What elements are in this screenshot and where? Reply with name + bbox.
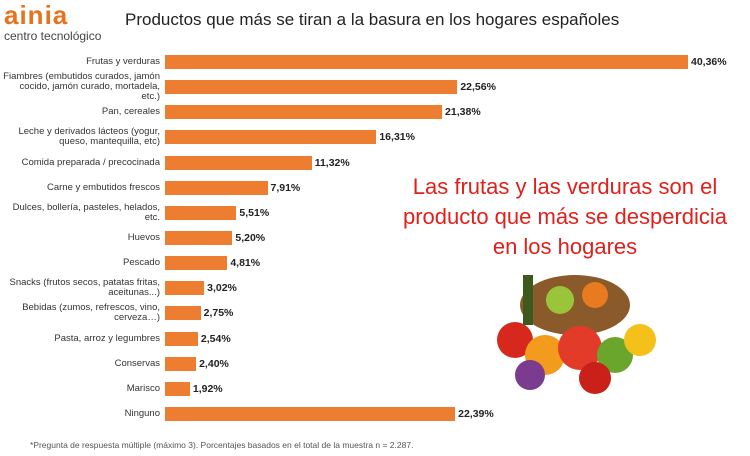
value-label: 40,36% xyxy=(691,56,727,68)
brand: ainia xyxy=(4,0,69,30)
bar xyxy=(165,406,456,421)
bar xyxy=(165,331,198,346)
value-label: 22,39% xyxy=(458,407,494,420)
bar xyxy=(165,381,190,396)
bar xyxy=(165,256,228,271)
category-label: Huevos xyxy=(127,231,160,243)
category-label: Conservas xyxy=(114,357,160,369)
bar xyxy=(165,180,268,195)
value-label: 16,31% xyxy=(379,131,415,144)
bar xyxy=(165,130,377,145)
category-label: Carne y embutidos frescos xyxy=(47,181,160,193)
value-label: 5,51% xyxy=(239,206,270,219)
value-label: 2,40% xyxy=(199,357,229,370)
bar xyxy=(165,55,688,69)
bar xyxy=(165,155,312,170)
bar xyxy=(165,230,233,245)
annotation: Las frutas y las verduras son el product… xyxy=(402,174,728,259)
tagline: centro tecnológico xyxy=(4,29,102,43)
value-label: 11,32% xyxy=(314,156,350,169)
category-label: Pasta, arroz y legumbres xyxy=(54,332,160,344)
category-label: Snacks (frutos secos, patatas fritas, ac… xyxy=(9,277,160,299)
value-label: 21,38% xyxy=(445,106,481,119)
bar xyxy=(165,80,458,95)
category-label: Dulces, bollería, pasteles, helados, etc… xyxy=(12,201,160,223)
category-label: Ninguno xyxy=(124,407,160,419)
category-label: Bebidas (zumos, refrescos, vino, cerveza… xyxy=(22,302,160,324)
bar xyxy=(165,281,205,296)
value-label: 22,56% xyxy=(460,81,496,94)
category-label: Comida preparada / precocinada xyxy=(21,156,160,168)
bar xyxy=(165,205,237,220)
value-label: 3,02% xyxy=(207,282,237,295)
category-label: Fiambres (embutidos curados, jamón cocid… xyxy=(3,71,160,103)
chart-title: Productos que más se tiran a la basura e… xyxy=(125,10,620,29)
category-label: Frutas y verduras xyxy=(86,56,160,67)
category-label: Pescado xyxy=(123,257,160,269)
footnote: *Pregunta de respuesta múltiple (máximo … xyxy=(30,440,414,450)
category-label: Marisco xyxy=(126,382,160,394)
value-label: 4,81% xyxy=(230,257,261,270)
bar xyxy=(165,356,197,371)
bar xyxy=(165,105,443,120)
value-label: 5,20% xyxy=(235,231,266,244)
value-label: 2,54% xyxy=(200,332,231,345)
category-label: Pan, cereales xyxy=(101,106,160,118)
value-label: 2,75% xyxy=(203,307,234,320)
fruit-illustration xyxy=(497,275,656,394)
category-label: Leche y derivados lácteos (yogur, queso,… xyxy=(18,126,160,148)
value-label: 1,92% xyxy=(192,382,223,395)
value-label: 7,91% xyxy=(270,181,301,194)
bar xyxy=(165,306,201,321)
